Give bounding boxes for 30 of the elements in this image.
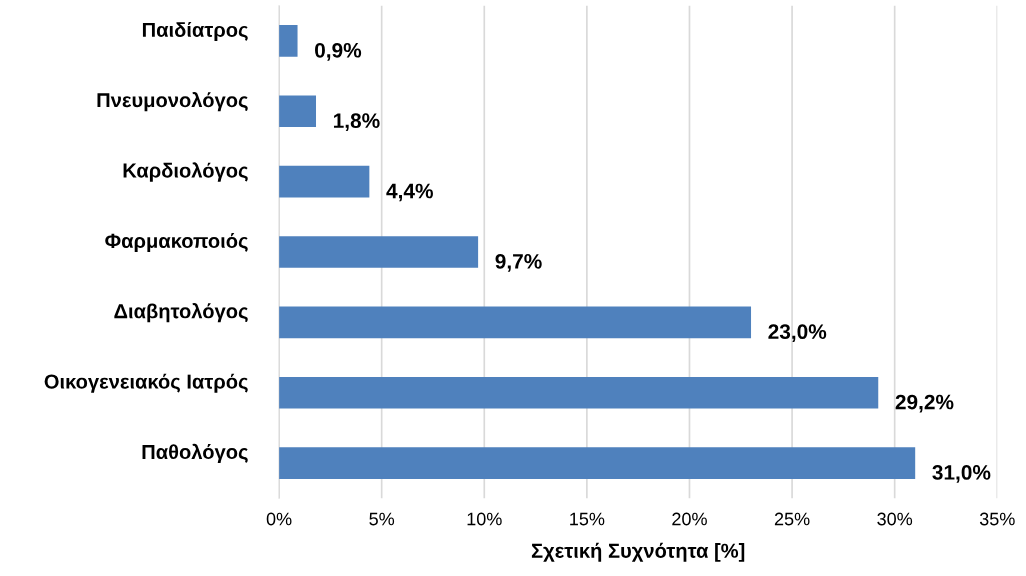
y-tick-label: Οικογενειακός Ιατρός <box>44 373 248 393</box>
bar <box>279 306 752 339</box>
bar <box>279 376 879 409</box>
data-label: 4,4% <box>386 183 433 202</box>
bar <box>279 236 479 268</box>
x-tick-label: 30% <box>877 512 913 526</box>
y-tick-label: Πνευμονολόγος <box>97 92 248 112</box>
x-tick-label: 20% <box>672 512 707 526</box>
x-tick-label: 0% <box>266 512 292 526</box>
y-tick-label: Φαρμακοποιός <box>105 232 248 252</box>
x-axis-title: Σχετική Συχνότητα [%] <box>531 542 745 562</box>
bar <box>279 95 317 128</box>
bar <box>279 25 298 57</box>
y-tick-label: Παιδίατρος <box>142 21 248 41</box>
x-tick-label: 35% <box>979 512 1015 526</box>
y-tick-label: Παθολόγος <box>142 443 248 464</box>
data-label: 1,8% <box>333 113 380 132</box>
bar <box>279 447 916 479</box>
data-label: 23,0% <box>768 324 827 343</box>
x-tick-label: 10% <box>467 512 502 526</box>
x-tick-label: 5% <box>369 512 395 526</box>
data-label: 9,7% <box>495 253 542 272</box>
y-tick-label: Διαβητολόγος <box>114 303 248 323</box>
data-label: 31,0% <box>932 465 991 483</box>
data-label: 0,9% <box>315 42 362 61</box>
x-tick-label: 15% <box>570 512 605 526</box>
bar <box>279 165 370 198</box>
x-tick-label: 25% <box>774 512 810 526</box>
y-tick-label: Καρδιολόγος <box>123 162 248 182</box>
data-label: 29,2% <box>895 394 954 413</box>
